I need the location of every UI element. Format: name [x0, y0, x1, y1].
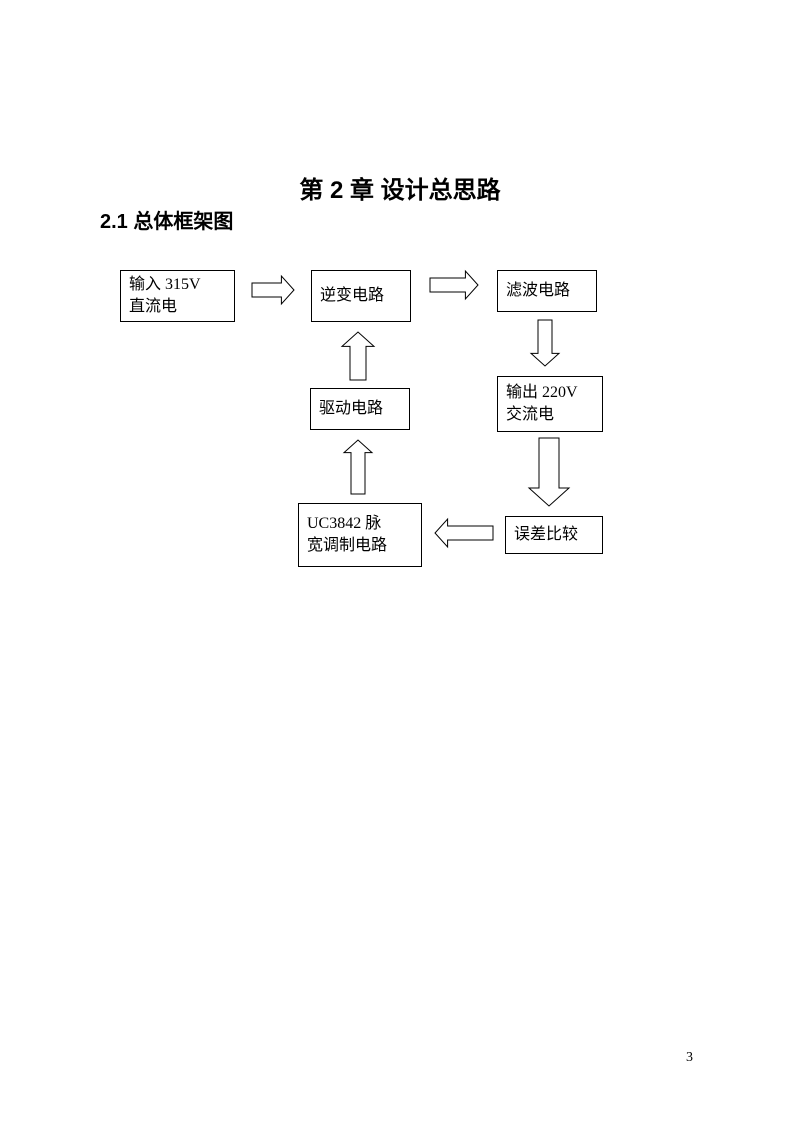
- flowchart-node-inverter: 逆变电路: [311, 270, 411, 322]
- arrow-icon: [430, 271, 478, 299]
- flowchart-arrow-output-to-error: [529, 438, 569, 506]
- section-title-text: 2.1 总体框架图: [100, 211, 233, 233]
- page-number: 3: [686, 1050, 693, 1066]
- flowchart-arrow-filter-to-output: [531, 320, 559, 366]
- flowchart-arrow-driver-to-inverter: [342, 332, 374, 380]
- flowchart-node-label: 输入 315V 直流电: [121, 270, 234, 323]
- arrow-icon: [531, 320, 559, 366]
- flowchart-node-label: 逆变电路: [312, 281, 410, 311]
- flowchart-node-output: 输出 220V 交流电: [497, 376, 603, 432]
- flowchart-node-label: 驱动电路: [311, 394, 409, 424]
- flowchart-node-input: 输入 315V 直流电: [120, 270, 235, 322]
- flowchart-arrow-inverter-to-filter: [430, 271, 478, 299]
- flowchart-node-label: 误差比较: [506, 520, 602, 550]
- section-title: 2.1 总体框架图: [100, 205, 233, 234]
- flowchart-node-label: UC3842 脉 宽调制电路: [299, 509, 421, 562]
- flowchart-node-pwm: UC3842 脉 宽调制电路: [298, 503, 422, 567]
- flowchart-arrow-input-to-inverter: [252, 276, 294, 304]
- flowchart-node-label: 滤波电路: [498, 276, 596, 306]
- flowchart-node-driver: 驱动电路: [310, 388, 410, 430]
- flowchart-arrow-error-to-pwm: [435, 519, 493, 547]
- arrow-icon: [252, 276, 294, 304]
- chapter-title: 第 2 章 设计总思路: [0, 170, 800, 205]
- flowchart-arrow-pwm-to-driver: [344, 440, 372, 494]
- flowchart-node-label: 输出 220V 交流电: [498, 378, 602, 431]
- flowchart-node-filter: 滤波电路: [497, 270, 597, 312]
- chapter-title-text: 第 2 章 设计总思路: [299, 177, 500, 204]
- arrow-icon: [529, 438, 569, 506]
- page-number-text: 3: [686, 1050, 693, 1065]
- arrow-icon: [435, 519, 493, 547]
- arrow-icon: [344, 440, 372, 494]
- arrow-icon: [342, 332, 374, 380]
- flowchart-node-error: 误差比较: [505, 516, 603, 554]
